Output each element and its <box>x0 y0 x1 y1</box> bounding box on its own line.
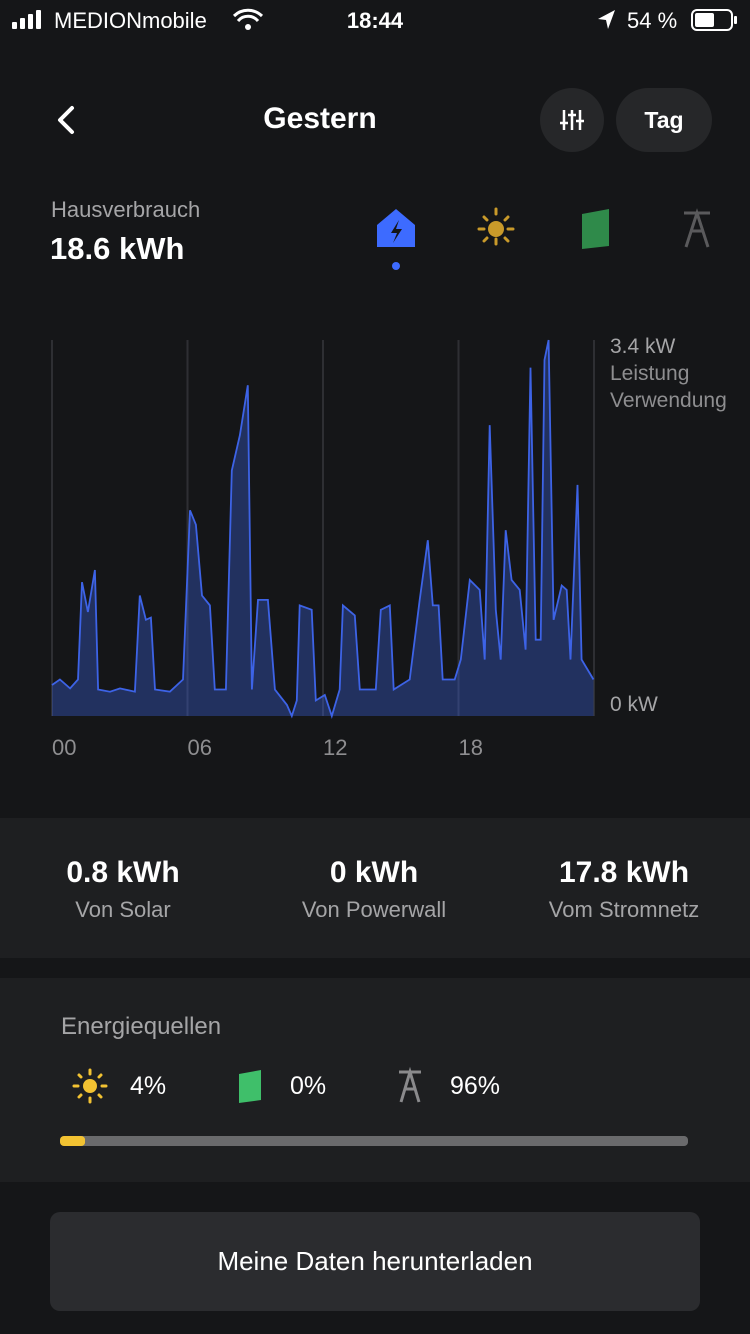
sources-panel <box>0 818 750 958</box>
axis-label: Leistung <box>610 362 689 385</box>
summary-label: Hausverbrauch <box>51 197 201 222</box>
page-title: Gestern <box>263 102 377 135</box>
y-tick-label: 3.4 kW <box>610 335 676 358</box>
share-bar <box>60 1136 688 1146</box>
energy-title: Energiequellen <box>61 1013 222 1040</box>
source-label: Vom Stromnetz <box>548 897 700 922</box>
filter-button[interactable] <box>540 88 604 152</box>
summary-value: 18.6 kWh <box>50 231 185 266</box>
x-tick-label: 12 <box>323 735 347 760</box>
source-value: 0.8 kWh <box>66 856 180 889</box>
x-tick-label: 06 <box>188 735 212 760</box>
share-label: 0% <box>290 1072 327 1100</box>
battery-level: 54 % <box>627 8 678 33</box>
source-label: Von Solar <box>75 897 171 922</box>
axis-label: Verwendung <box>610 389 727 412</box>
clock: 18:44 <box>346 8 404 33</box>
source-value: 17.8 kWh <box>558 856 690 889</box>
share-segment <box>60 1136 86 1146</box>
line <box>51 339 595 719</box>
source-label: Von Powerwall <box>301 897 447 922</box>
source-value: 0 kWh <box>329 856 419 889</box>
x-tick-label: 00 <box>52 735 76 760</box>
energy-panel <box>0 978 750 1182</box>
back-button[interactable] <box>40 100 90 140</box>
mode-tabs[interactable] <box>360 195 740 275</box>
energy-icons <box>72 1066 421 1104</box>
y-tick-label: 0 kW <box>610 693 658 716</box>
share-segment <box>85 1136 688 1146</box>
share-label: 4% <box>130 1072 167 1100</box>
chart: 00 06 12 18 0 kW 3.4 kW Leistung Verwendung <box>51 335 727 760</box>
area <box>52 340 594 716</box>
share-label: 96% <box>450 1072 501 1100</box>
period-button[interactable]: Tag <box>616 88 712 152</box>
carrier: MEDIONmobile <box>54 8 207 33</box>
download-button[interactable]: Meine Daten herunterladen <box>50 1212 700 1311</box>
status-icons <box>12 8 737 31</box>
x-tick-label: 18 <box>459 735 483 760</box>
